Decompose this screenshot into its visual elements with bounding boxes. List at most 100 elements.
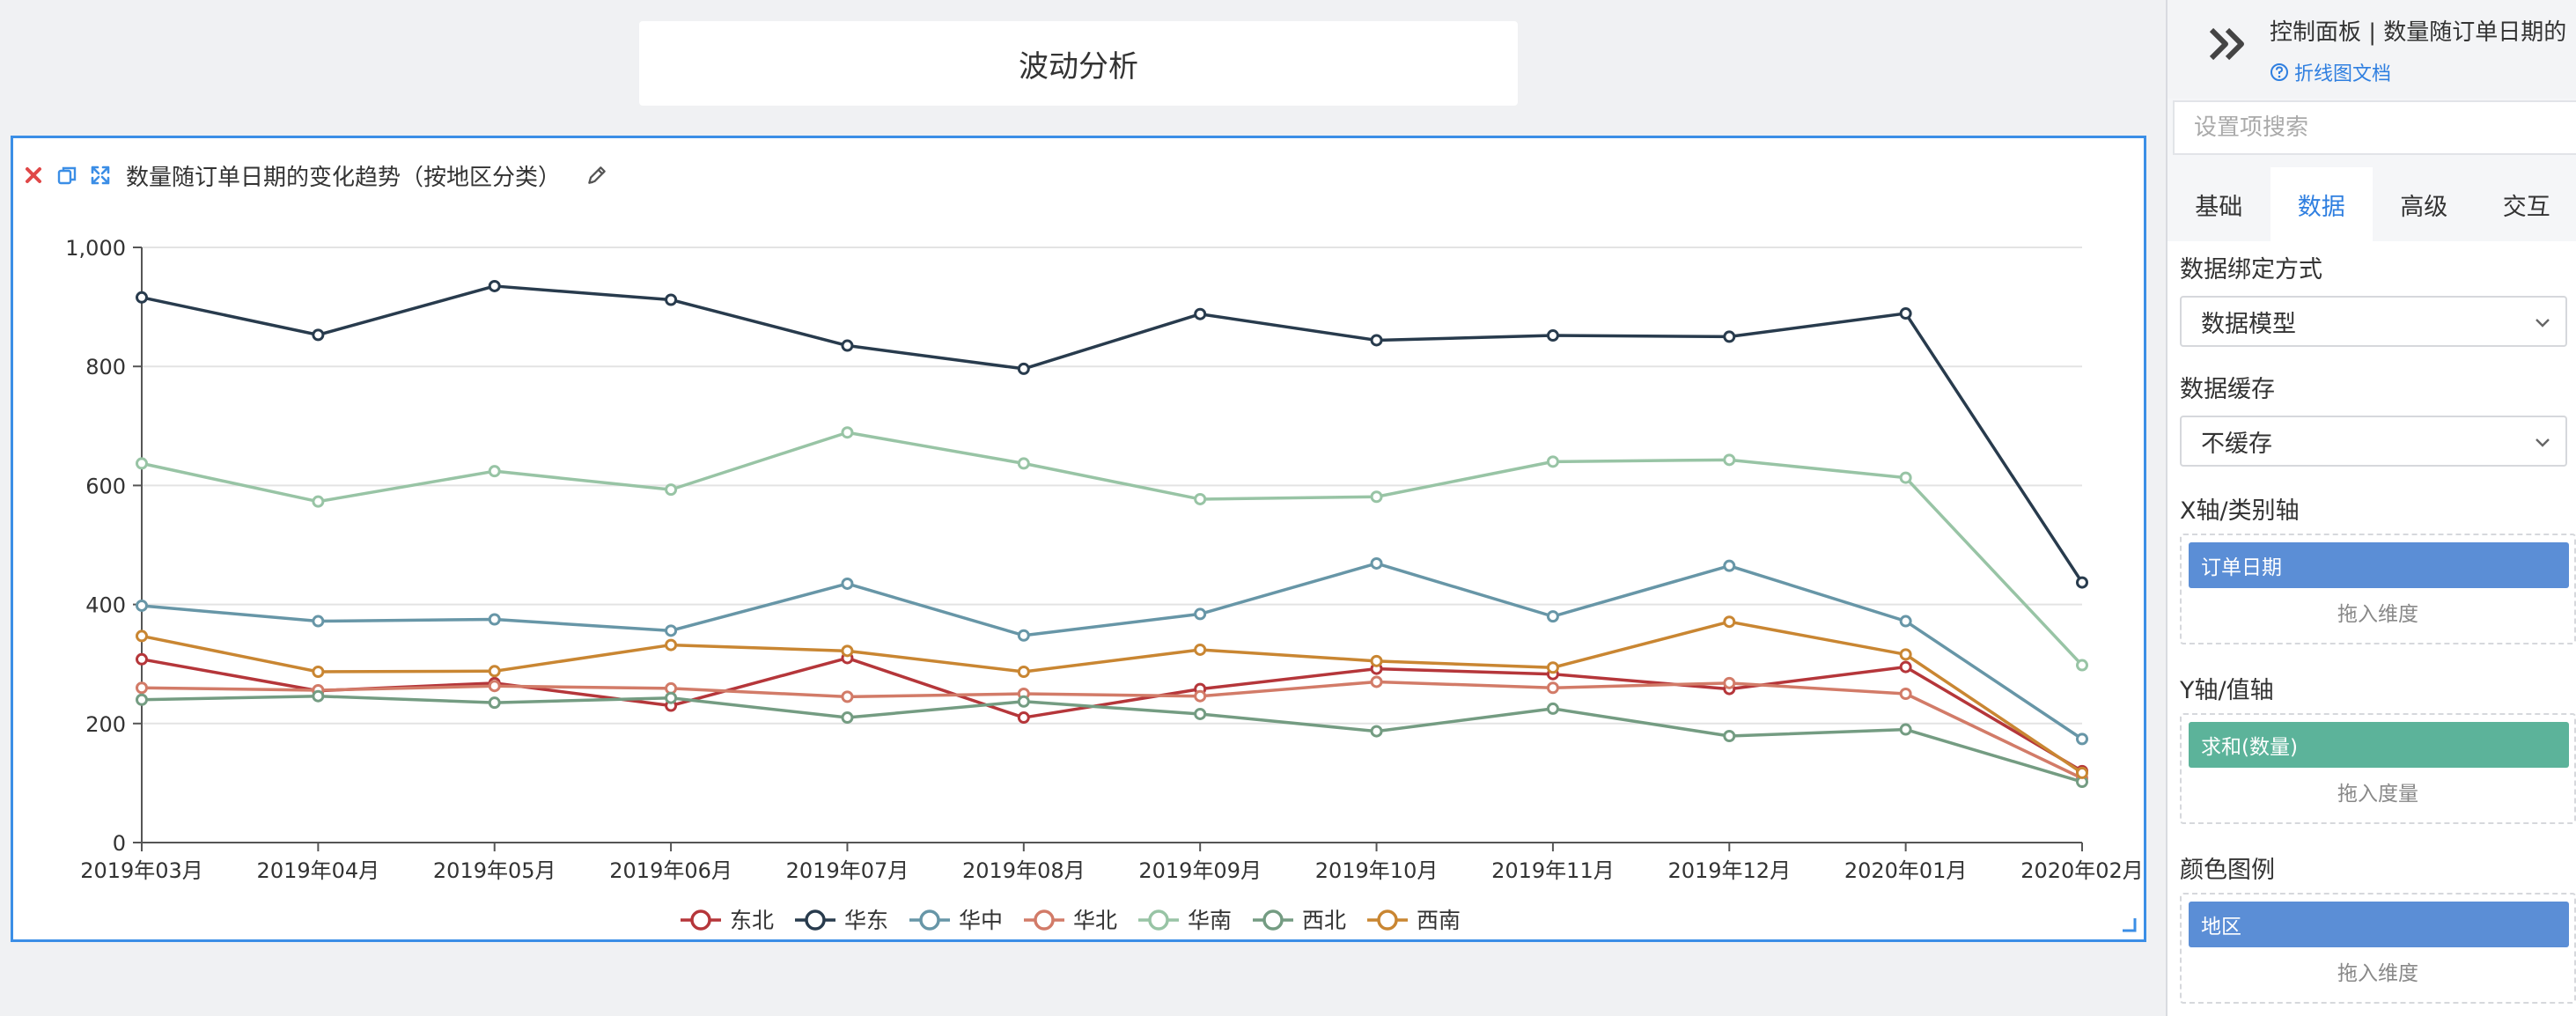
data-point-华中 bbox=[1194, 607, 1207, 621]
collapse-double-chevron-icon[interactable] bbox=[2206, 25, 2250, 63]
legend-marker-华东 bbox=[805, 909, 826, 931]
data-point-华南 bbox=[2076, 659, 2088, 672]
data-point-西南 bbox=[1546, 661, 1559, 674]
data-point-西南 bbox=[841, 644, 854, 658]
y-tick-label: 800 bbox=[85, 355, 126, 379]
panel-tabs: 基础 数据 高级 交互 bbox=[2168, 167, 2576, 241]
x-tick-label: 2019年12月 bbox=[1667, 858, 1791, 883]
data-point-西南 bbox=[1723, 615, 1736, 629]
doc-link-label[interactable]: 折线图文档 bbox=[2294, 63, 2392, 85]
data-point-华中 bbox=[1546, 610, 1559, 623]
binding-mode-label: 数据绑定方式 bbox=[2180, 256, 2322, 283]
settings-search[interactable] bbox=[2173, 100, 2576, 155]
data-point-西北 bbox=[136, 693, 148, 706]
data-point-华中 bbox=[1899, 615, 1912, 628]
x-tick-label: 2020年02月 bbox=[2020, 858, 2144, 883]
data-point-华中 bbox=[1017, 629, 1030, 642]
tab-advanced[interactable]: 高级 bbox=[2400, 193, 2448, 221]
x-axis-drop-hint: 拖入维度 bbox=[2337, 603, 2418, 626]
x-tick-label: 2019年07月 bbox=[786, 858, 909, 883]
data-point-华南 bbox=[1017, 457, 1030, 470]
data-point-华北 bbox=[1370, 675, 1383, 688]
data-point-西北 bbox=[1194, 707, 1207, 720]
chart-card[interactable]: 0 200 400 600 800 1,000 2019年03月 2019年04月 2019年0… bbox=[11, 136, 2146, 942]
legend-label-华中: 华中 bbox=[959, 908, 1003, 933]
data-point-西南 bbox=[1017, 665, 1030, 678]
data-point-西南 bbox=[2076, 766, 2088, 779]
data-cache-value: 不缓存 bbox=[2201, 430, 2272, 458]
panel-title: 控制面板 | 数量随订单日期的 bbox=[2270, 19, 2567, 46]
y-axis-field-chip[interactable]: 求和(数量) bbox=[2189, 722, 2569, 768]
data-point-华东 bbox=[488, 279, 501, 292]
data-point-西北 bbox=[488, 696, 501, 710]
x-tick-label: 2019年06月 bbox=[609, 858, 732, 883]
doc-link[interactable]: 折线图文档 bbox=[2270, 58, 2391, 86]
series-line-华东 bbox=[141, 284, 2084, 584]
legend-marker-华南 bbox=[1148, 909, 1169, 931]
tab-data[interactable]: 数据 bbox=[2270, 167, 2373, 241]
resize-handle-icon[interactable] bbox=[2121, 917, 2137, 932]
data-point-东北 bbox=[1017, 711, 1030, 725]
data-point-华北 bbox=[1899, 688, 1912, 700]
data-point-东北 bbox=[136, 652, 148, 666]
expand-icon[interactable] bbox=[89, 164, 112, 187]
legend-label-西南: 西南 bbox=[1417, 908, 1461, 933]
legend-label-华东: 华东 bbox=[844, 908, 888, 933]
edit-pencil-icon[interactable] bbox=[585, 164, 608, 187]
x-axis-drop-zone[interactable]: 订单日期 拖入维度 bbox=[2180, 534, 2576, 644]
data-point-华东 bbox=[2076, 576, 2088, 589]
legend-label-西北: 西北 bbox=[1302, 908, 1346, 933]
data-point-西北 bbox=[1899, 723, 1912, 736]
data-point-西北 bbox=[312, 689, 325, 703]
legend-marker-西南 bbox=[1377, 909, 1398, 931]
data-point-华南 bbox=[841, 426, 854, 439]
y-tick-label: 200 bbox=[85, 712, 126, 737]
panel-body: 数据绑定方式 数据模型 数据缓存 不缓存 X轴/类别轴 订单日期 拖入维度 Y轴… bbox=[2168, 241, 2576, 1016]
legend-label-华北: 华北 bbox=[1073, 908, 1117, 933]
data-point-华南 bbox=[1194, 492, 1207, 505]
y-axis-label: Y轴/值轴 bbox=[2180, 677, 2274, 704]
y-axis-drop-zone[interactable]: 求和(数量) 拖入度量 bbox=[2180, 713, 2576, 824]
data-point-西北 bbox=[665, 691, 678, 704]
data-point-华中 bbox=[1370, 556, 1383, 570]
x-tick-label: 2019年08月 bbox=[962, 858, 1086, 883]
x-tick-label: 2019年05月 bbox=[433, 858, 556, 883]
data-point-西北 bbox=[1017, 695, 1030, 708]
page-title-box[interactable]: 波动分析 bbox=[639, 21, 1518, 106]
data-point-华南 bbox=[136, 457, 148, 470]
x-tick-label: 2019年04月 bbox=[257, 858, 380, 883]
y-tick-label: 1,000 bbox=[65, 236, 126, 261]
color-legend-drop-zone[interactable]: 地区 拖入维度 bbox=[2180, 893, 2576, 1004]
legend-label-华南: 华南 bbox=[1188, 908, 1232, 933]
help-circle-icon bbox=[2271, 63, 2288, 81]
chevron-down-icon bbox=[2536, 319, 2550, 328]
data-cache-label: 数据缓存 bbox=[2180, 376, 2275, 403]
data-point-华中 bbox=[1723, 559, 1736, 572]
y-tick-label: 600 bbox=[85, 474, 126, 498]
color-legend-label: 颜色图例 bbox=[2180, 857, 2275, 884]
data-point-西南 bbox=[488, 665, 501, 678]
close-icon[interactable] bbox=[22, 164, 45, 187]
data-point-华中 bbox=[2076, 733, 2088, 746]
copy-icon[interactable] bbox=[55, 164, 78, 187]
data-point-华中 bbox=[312, 615, 325, 628]
chart-toolbar: 数量随订单日期的变化趋势（按地区分类） bbox=[22, 158, 608, 193]
settings-search-input[interactable] bbox=[2194, 114, 2576, 141]
x-tick-label: 2019年11月 bbox=[1491, 858, 1615, 883]
color-legend-field-chip[interactable]: 地区 bbox=[2189, 902, 2569, 947]
data-point-华东 bbox=[136, 291, 148, 304]
data-point-华中 bbox=[136, 599, 148, 612]
data-point-华北 bbox=[841, 690, 854, 703]
data-point-华东 bbox=[312, 328, 325, 342]
x-tick-label: 2019年10月 bbox=[1315, 858, 1439, 883]
series-line-西北 bbox=[141, 694, 2083, 784]
tab-interaction[interactable]: 交互 bbox=[2502, 193, 2550, 221]
x-axis-field-chip[interactable]: 订单日期 bbox=[2189, 542, 2569, 588]
series-line-华北 bbox=[141, 680, 2083, 780]
tab-basic[interactable]: 基础 bbox=[2195, 193, 2243, 221]
x-tick-label: 2019年09月 bbox=[1138, 858, 1262, 883]
data-cache-select[interactable]: 不缓存 bbox=[2180, 416, 2567, 467]
binding-mode-select[interactable]: 数据模型 bbox=[2180, 296, 2567, 347]
data-point-东北 bbox=[1899, 660, 1912, 674]
data-point-西南 bbox=[136, 629, 148, 643]
